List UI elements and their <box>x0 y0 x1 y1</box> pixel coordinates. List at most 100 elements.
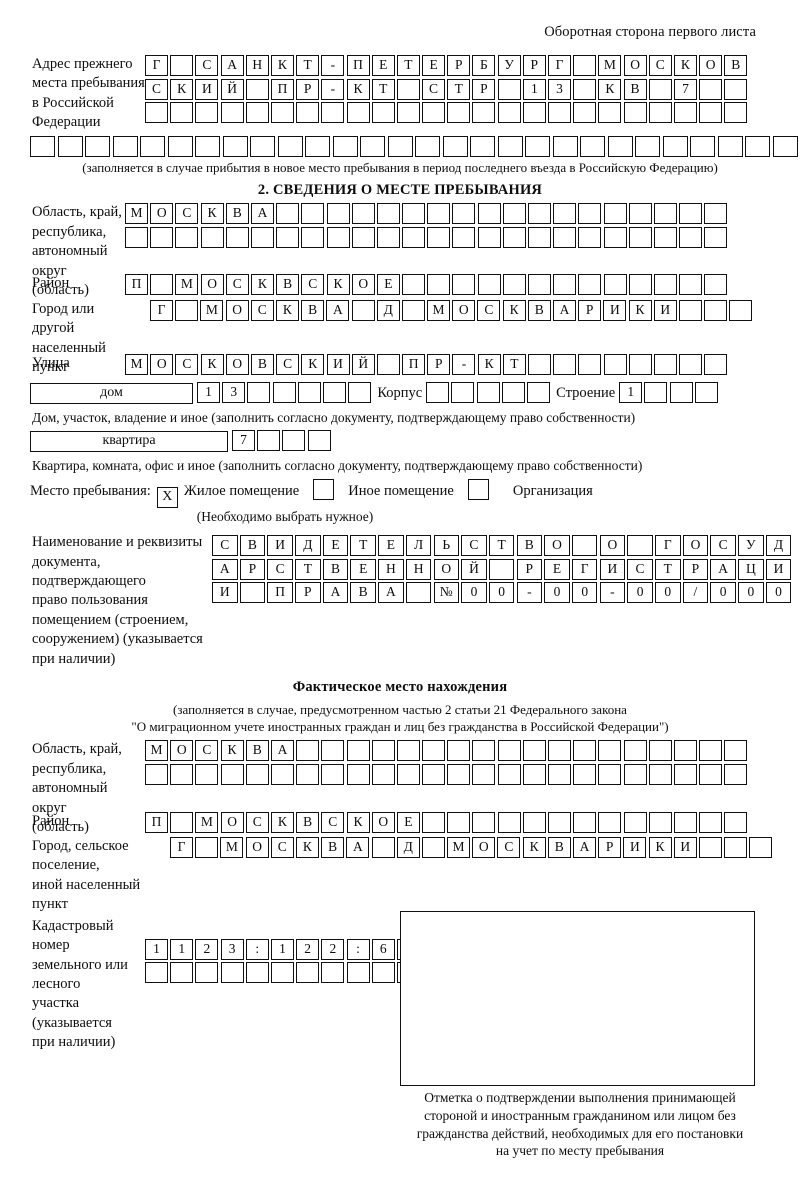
form-cell[interactable]: 1 <box>270 938 294 960</box>
form-cell[interactable]: Г <box>145 55 168 76</box>
form-cell[interactable]: П <box>270 78 294 100</box>
form-cell[interactable] <box>578 274 602 296</box>
form-cell[interactable]: А <box>250 203 274 225</box>
form-cell[interactable] <box>704 353 728 375</box>
form-cell[interactable] <box>415 135 441 157</box>
korpus-cells[interactable] <box>426 382 552 406</box>
form-cell[interactable] <box>573 102 597 123</box>
form-cell[interactable] <box>371 740 395 762</box>
form-cell[interactable]: М <box>195 811 219 833</box>
form-cell[interactable] <box>150 274 174 296</box>
form-cell[interactable]: А <box>326 299 350 321</box>
form-cell[interactable]: Р <box>522 55 546 76</box>
form-cell[interactable] <box>673 102 697 123</box>
form-cell[interactable]: К <box>326 274 350 296</box>
form-cell[interactable] <box>497 740 521 762</box>
form-cell[interactable] <box>402 226 426 248</box>
form-cell[interactable]: В <box>301 299 325 321</box>
form-cell[interactable]: П <box>402 353 426 375</box>
form-cell[interactable] <box>717 135 743 157</box>
form-cell[interactable]: Е <box>422 55 446 76</box>
form-cell[interactable]: О <box>200 274 224 296</box>
form-cell[interactable]: Й <box>220 78 244 100</box>
form-cell[interactable] <box>220 763 244 785</box>
form-cell[interactable] <box>472 763 496 785</box>
form-cell[interactable] <box>526 382 550 404</box>
form-cell[interactable]: Р <box>295 582 321 604</box>
form-cell[interactable]: Д <box>396 837 420 859</box>
form-cell[interactable]: Н <box>405 558 432 580</box>
form-cell[interactable] <box>321 740 345 762</box>
previous-address-extra-row[interactable] <box>0 135 800 157</box>
form-cell[interactable] <box>195 102 219 123</box>
form-cell[interactable] <box>497 102 521 123</box>
form-cell[interactable]: О <box>150 353 174 375</box>
form-cell[interactable] <box>528 203 551 225</box>
form-cell[interactable] <box>571 535 598 557</box>
form-cell[interactable]: Н <box>245 55 269 76</box>
form-cell[interactable] <box>573 811 597 833</box>
form-cell[interactable] <box>497 763 521 785</box>
form-cell[interactable] <box>497 135 523 157</box>
form-cell[interactable] <box>447 811 471 833</box>
form-cell[interactable]: Т <box>296 55 320 76</box>
form-cell[interactable]: № <box>433 582 459 604</box>
form-cell[interactable] <box>598 740 622 762</box>
form-cell[interactable] <box>326 203 350 225</box>
form-cell[interactable]: С <box>225 274 249 296</box>
form-cell[interactable]: 1 <box>197 382 220 404</box>
form-cell[interactable] <box>653 274 677 296</box>
flat-cells[interactable]: 7 <box>232 430 333 454</box>
form-cell[interactable] <box>297 382 321 404</box>
form-cell[interactable] <box>270 962 294 984</box>
form-cell[interactable]: 3 <box>222 382 246 404</box>
form-cell[interactable]: 6 <box>371 938 395 960</box>
form-cell[interactable] <box>30 135 56 157</box>
form-cell[interactable]: С <box>250 299 274 321</box>
form-cell[interactable] <box>447 740 471 762</box>
form-cell[interactable] <box>170 55 194 76</box>
form-cell[interactable]: С <box>270 837 294 859</box>
form-cell[interactable] <box>704 203 728 225</box>
form-cell[interactable]: О <box>245 837 269 859</box>
form-cell[interactable]: М <box>598 55 622 76</box>
form-cell[interactable] <box>653 203 677 225</box>
form-cell[interactable] <box>421 837 445 859</box>
form-cell[interactable] <box>222 135 248 157</box>
form-cell[interactable]: С <box>276 353 300 375</box>
form-cell[interactable]: 7 <box>673 78 697 100</box>
form-cell[interactable] <box>85 135 111 157</box>
form-cell[interactable] <box>678 299 702 321</box>
form-cell[interactable] <box>422 102 446 123</box>
form-cell[interactable]: О <box>472 837 496 859</box>
form-cell[interactable]: И <box>195 78 219 100</box>
form-cell[interactable]: Р <box>447 55 471 76</box>
form-cell[interactable] <box>140 135 166 157</box>
form-cell[interactable]: Р <box>427 353 451 375</box>
form-cell[interactable] <box>628 274 652 296</box>
form-cell[interactable] <box>427 203 451 225</box>
form-cell[interactable]: М <box>125 353 148 375</box>
form-cell[interactable] <box>282 430 306 452</box>
form-cell[interactable] <box>628 353 652 375</box>
form-cell[interactable]: А <box>573 837 596 859</box>
form-cell[interactable]: И <box>599 558 626 580</box>
form-cell[interactable]: А <box>553 299 576 321</box>
form-cell[interactable] <box>679 274 703 296</box>
form-cell[interactable] <box>321 763 345 785</box>
form-cell[interactable] <box>296 740 320 762</box>
form-cell[interactable] <box>245 102 269 123</box>
form-cell[interactable]: У <box>497 55 521 76</box>
form-cell[interactable]: С <box>212 535 238 557</box>
form-cell[interactable]: Б <box>472 55 496 76</box>
form-cell[interactable] <box>270 102 294 123</box>
form-cell[interactable] <box>528 226 551 248</box>
form-cell[interactable]: А <box>346 837 370 859</box>
form-cell[interactable] <box>452 274 476 296</box>
form-cell[interactable] <box>277 135 303 157</box>
form-cell[interactable] <box>653 353 677 375</box>
form-cell[interactable] <box>321 962 345 984</box>
form-cell[interactable]: В <box>245 740 269 762</box>
